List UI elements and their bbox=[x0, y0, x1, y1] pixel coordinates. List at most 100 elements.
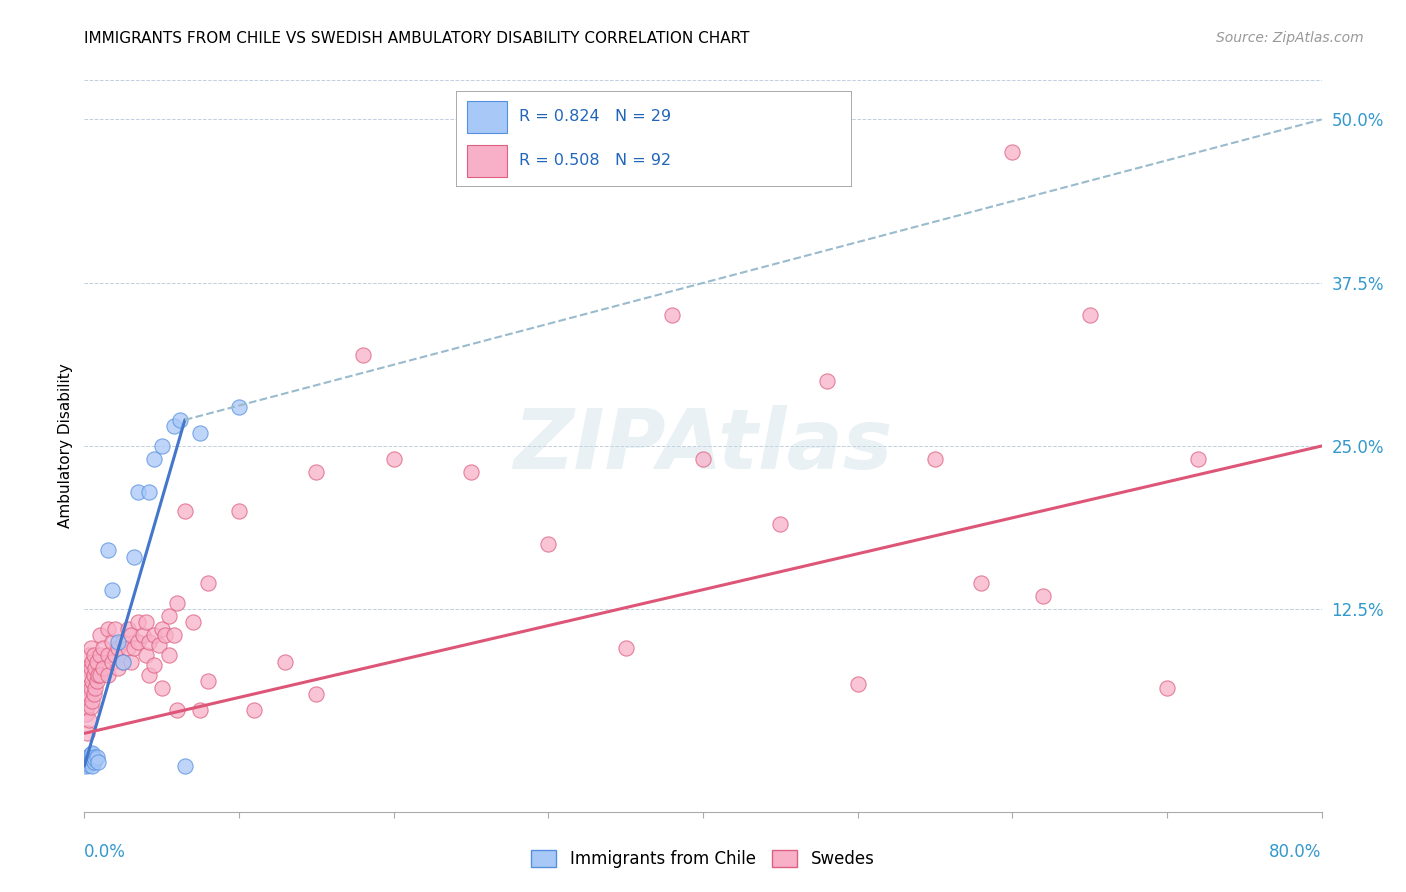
Point bbox=[166, 703, 188, 717]
Point bbox=[89, 628, 111, 642]
Point bbox=[274, 655, 297, 669]
Point bbox=[77, 757, 100, 772]
Point bbox=[77, 687, 100, 701]
Point bbox=[87, 755, 110, 769]
Point bbox=[138, 667, 160, 681]
Text: 0.0%: 0.0% bbox=[84, 843, 127, 861]
Point bbox=[150, 681, 173, 695]
Point bbox=[243, 703, 266, 717]
Point bbox=[150, 439, 173, 453]
Point bbox=[460, 465, 482, 479]
Text: IMMIGRANTS FROM CHILE VS SWEDISH AMBULATORY DISABILITY CORRELATION CHART: IMMIGRANTS FROM CHILE VS SWEDISH AMBULAT… bbox=[84, 31, 749, 46]
Point bbox=[188, 703, 211, 717]
Point bbox=[107, 635, 129, 649]
Point bbox=[174, 504, 197, 518]
Point bbox=[83, 648, 105, 662]
Point bbox=[153, 628, 176, 642]
Point bbox=[104, 648, 127, 662]
Point bbox=[188, 425, 211, 440]
Point bbox=[75, 661, 97, 675]
Text: 80.0%: 80.0% bbox=[1270, 843, 1322, 861]
Point bbox=[815, 374, 838, 388]
Point bbox=[84, 681, 107, 695]
Point bbox=[112, 655, 135, 669]
Point bbox=[174, 759, 197, 773]
Point bbox=[76, 749, 98, 764]
Point bbox=[169, 413, 191, 427]
Point bbox=[127, 635, 149, 649]
Point bbox=[143, 452, 166, 467]
Point bbox=[163, 419, 186, 434]
Point bbox=[82, 674, 104, 689]
Point bbox=[76, 681, 98, 695]
Point bbox=[228, 504, 250, 518]
Point bbox=[1187, 452, 1209, 467]
Text: R = 0.824   N = 29: R = 0.824 N = 29 bbox=[519, 110, 671, 124]
Point bbox=[77, 752, 100, 766]
Point bbox=[769, 517, 792, 532]
Point bbox=[96, 667, 118, 681]
Point bbox=[117, 641, 139, 656]
Point bbox=[150, 622, 173, 636]
Point bbox=[163, 628, 186, 642]
Point bbox=[122, 641, 145, 656]
Point bbox=[305, 687, 328, 701]
Point bbox=[846, 676, 869, 690]
Point bbox=[117, 622, 139, 636]
Point bbox=[75, 687, 97, 701]
Point bbox=[79, 700, 101, 714]
Point bbox=[87, 667, 110, 681]
Point bbox=[101, 635, 124, 649]
Point bbox=[77, 667, 100, 681]
Point bbox=[382, 452, 405, 467]
Point bbox=[138, 635, 160, 649]
Point bbox=[1001, 145, 1024, 160]
Point bbox=[89, 667, 111, 681]
Text: Source: ZipAtlas.com: Source: ZipAtlas.com bbox=[1216, 31, 1364, 45]
Point bbox=[91, 641, 114, 656]
Point bbox=[96, 543, 118, 558]
Point bbox=[692, 452, 714, 467]
Point bbox=[86, 749, 108, 764]
Point bbox=[104, 622, 127, 636]
Point bbox=[84, 661, 107, 675]
Point bbox=[79, 641, 101, 656]
Point bbox=[77, 714, 100, 728]
Point bbox=[197, 576, 219, 591]
Point bbox=[86, 674, 108, 689]
Point bbox=[79, 681, 101, 695]
Point bbox=[86, 655, 108, 669]
Point bbox=[181, 615, 204, 630]
Point bbox=[352, 348, 374, 362]
Point bbox=[122, 549, 145, 564]
Point bbox=[77, 648, 100, 662]
Point bbox=[127, 484, 149, 499]
Point bbox=[1078, 309, 1101, 323]
Point bbox=[107, 661, 129, 675]
Point bbox=[143, 628, 166, 642]
Point bbox=[79, 747, 101, 762]
Text: ZIPAtlas: ZIPAtlas bbox=[513, 406, 893, 486]
Point bbox=[661, 309, 683, 323]
Text: R = 0.508   N = 92: R = 0.508 N = 92 bbox=[519, 153, 671, 169]
Point bbox=[82, 752, 104, 766]
Point bbox=[79, 755, 101, 769]
Point bbox=[76, 661, 98, 675]
Point bbox=[82, 746, 104, 760]
Point bbox=[83, 755, 105, 769]
Point bbox=[143, 658, 166, 673]
Point bbox=[127, 615, 149, 630]
Bar bbox=[467, 145, 508, 177]
Point bbox=[75, 759, 97, 773]
Point bbox=[83, 667, 105, 681]
Point bbox=[132, 628, 155, 642]
Point bbox=[970, 576, 993, 591]
Point bbox=[305, 465, 328, 479]
Point bbox=[101, 655, 124, 669]
Point bbox=[96, 648, 118, 662]
Point bbox=[112, 635, 135, 649]
Point bbox=[924, 452, 946, 467]
Point bbox=[82, 759, 104, 773]
Point bbox=[228, 400, 250, 414]
Point bbox=[107, 641, 129, 656]
